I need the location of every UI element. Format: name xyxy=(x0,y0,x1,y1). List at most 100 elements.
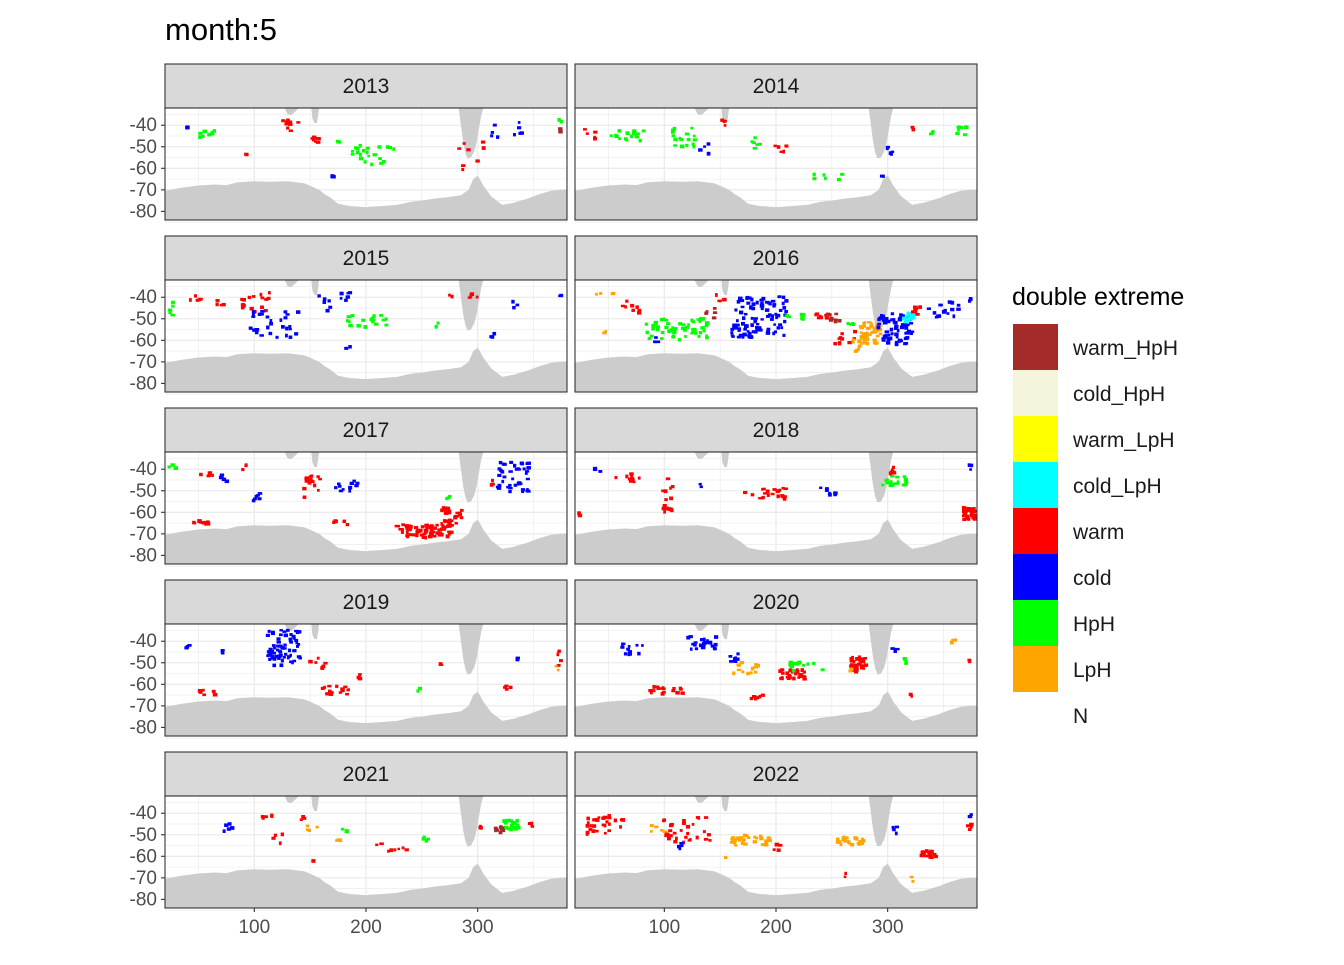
extreme-cell-LpH xyxy=(839,840,842,844)
extreme-cell-cold xyxy=(882,314,886,319)
panel-border xyxy=(574,107,978,221)
extreme-cell-cold xyxy=(700,638,704,642)
extreme-cell-cold xyxy=(909,330,915,333)
extreme-cell-warm xyxy=(890,468,894,472)
extreme-cell-warm xyxy=(637,476,641,480)
extreme-cell-HpH xyxy=(372,318,376,322)
extreme-cell-warm xyxy=(335,684,339,688)
extreme-cell-cold xyxy=(251,499,256,503)
extreme-cell-HpH xyxy=(170,313,175,317)
extreme-cell-warm xyxy=(802,670,806,674)
extreme-cell-HpH xyxy=(355,151,360,155)
extreme-cell-HpH xyxy=(370,162,374,167)
extreme-cell-cold xyxy=(698,148,703,152)
extreme-cell-cold xyxy=(337,484,342,488)
facet-strip-label: 2019 xyxy=(343,591,390,614)
extreme-cell-warm xyxy=(857,655,861,659)
y-tick-label: -70 xyxy=(130,868,157,889)
extreme-cell-HpH xyxy=(685,325,690,329)
extreme-cell-warm xyxy=(721,298,725,302)
extreme-cell-warm xyxy=(671,689,676,693)
extreme-cell-cold_LpH xyxy=(903,319,908,324)
extreme-cell-cold xyxy=(334,486,338,490)
extreme-cell-cold xyxy=(515,657,520,662)
extreme-cell-cold xyxy=(509,460,514,464)
extreme-cell-warm xyxy=(928,853,932,857)
extreme-cell-HpH xyxy=(682,323,686,326)
extreme-cell-warm xyxy=(687,839,692,842)
chart-title: month:5 xyxy=(165,12,277,47)
extreme-cell-LpH xyxy=(864,332,868,336)
extreme-cell-HpH xyxy=(422,835,426,840)
extreme-cell-LpH xyxy=(599,291,603,295)
extreme-cell-warm xyxy=(620,304,626,308)
extreme-cell-warm xyxy=(931,855,934,860)
extreme-cell-cold xyxy=(187,644,192,647)
extreme-cell-cold xyxy=(220,649,225,652)
extreme-cell-warm xyxy=(394,524,399,528)
extreme-cell-cold xyxy=(271,644,276,647)
africa-land xyxy=(284,796,299,804)
extreme-cell-cold xyxy=(272,663,277,668)
extreme-cell-cold_LpH xyxy=(909,313,913,318)
extreme-cell-warm xyxy=(964,506,968,510)
extreme-cell-warm xyxy=(457,147,462,150)
extreme-cell-cold xyxy=(268,647,273,652)
extreme-cell-warm xyxy=(454,514,458,518)
y-tick-label: -40 xyxy=(130,287,157,308)
extreme-cell-cold xyxy=(738,296,743,301)
extreme-cell-HpH xyxy=(846,321,850,326)
facet-panel-2019: 2019 -40-50-60-70-80 xyxy=(130,579,568,739)
extreme-cell-warm xyxy=(792,676,796,681)
extreme-cell-LpH xyxy=(858,841,862,845)
extreme-cell-cold xyxy=(703,641,707,644)
extreme-cell-warm xyxy=(664,833,668,838)
extreme-cell-cold xyxy=(252,328,256,332)
extreme-cell-HpH xyxy=(359,152,362,157)
y-tick-label: -40 xyxy=(130,459,157,480)
facet-strip xyxy=(164,579,568,625)
extreme-cell-cold xyxy=(741,335,745,339)
extreme-cell-cold xyxy=(968,299,972,303)
extreme-cell-cold xyxy=(736,319,739,323)
extreme-cell-cold xyxy=(703,637,706,642)
extreme-cell-warm xyxy=(782,149,786,154)
extreme-cell-cold xyxy=(628,652,632,656)
extreme-cell-warm xyxy=(770,492,775,496)
extreme-cell-warm xyxy=(703,816,709,819)
extreme-cell-cold xyxy=(772,303,777,307)
extreme-cell-warm xyxy=(607,814,611,818)
extreme-cell-HpH xyxy=(609,134,613,137)
extreme-cell-cold xyxy=(892,318,896,322)
extreme-cell-HpH xyxy=(806,662,810,666)
extreme-cell-LpH xyxy=(731,836,735,840)
extreme-cell-LpH xyxy=(839,842,843,847)
extreme-cell-HpH xyxy=(651,327,655,331)
extreme-cell-warm xyxy=(221,302,226,307)
extreme-cell-warm xyxy=(766,493,770,497)
extreme-cell-cold xyxy=(502,462,507,466)
facet-strip-label: 2020 xyxy=(753,591,800,614)
extreme-cell-HpH xyxy=(372,314,376,318)
extreme-cell-warm xyxy=(459,516,464,520)
extreme-cell-warm xyxy=(662,687,666,690)
extreme-cell-cold xyxy=(490,134,494,138)
south-america-land xyxy=(458,452,484,503)
extreme-cell-cold xyxy=(267,629,271,633)
x-tick-label: 100 xyxy=(238,917,270,938)
extreme-cell-cold xyxy=(525,477,530,481)
extreme-cell-cold xyxy=(637,651,641,656)
extreme-cell-warm xyxy=(628,479,634,483)
extreme-cell-HpH xyxy=(755,143,759,147)
extreme-cell-cold xyxy=(227,822,232,826)
extreme-cell-LpH xyxy=(851,340,855,344)
extreme-cell-cold xyxy=(770,317,774,321)
extreme-cell-cold xyxy=(760,301,764,305)
extreme-cell-warm xyxy=(595,829,599,833)
extreme-cell-cold xyxy=(887,333,891,337)
extreme-cell-warm xyxy=(450,294,454,299)
extreme-cell-cold xyxy=(782,306,787,310)
extreme-cell-HpH xyxy=(198,132,203,135)
extreme-cell-cold xyxy=(892,827,896,832)
